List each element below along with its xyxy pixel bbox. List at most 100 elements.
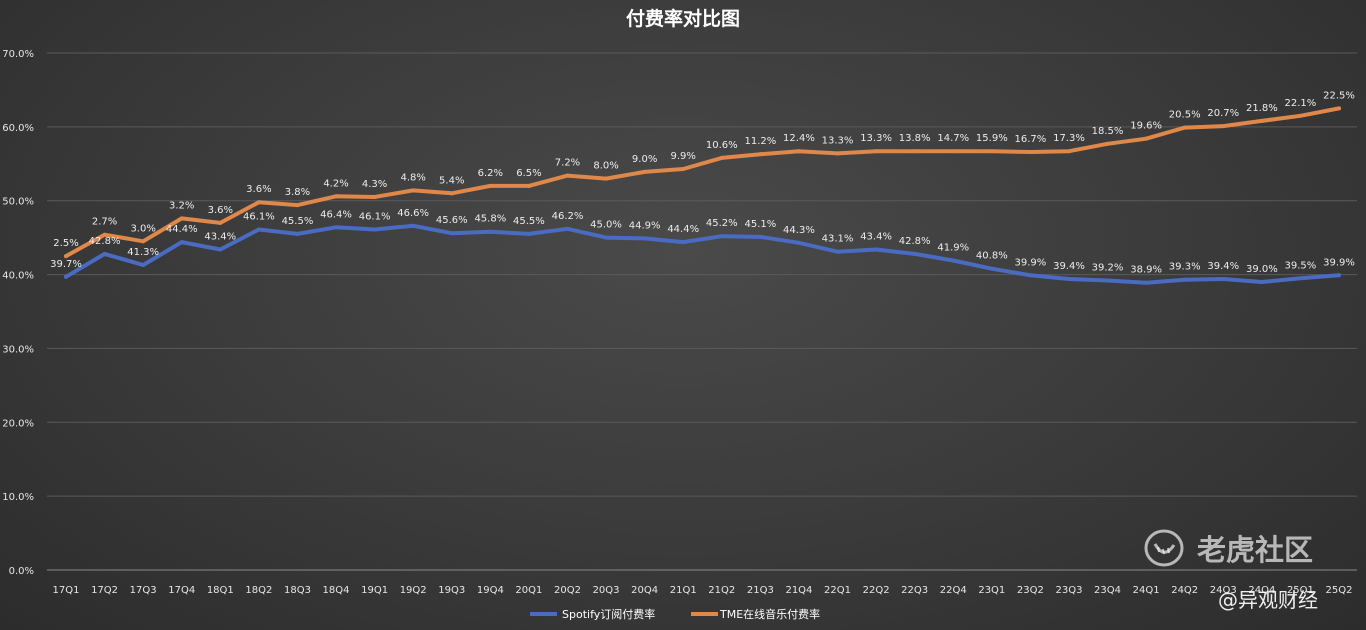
tme-point [372, 195, 377, 200]
spotify-point [604, 235, 609, 240]
tme-data-label: 12.4% [783, 133, 815, 144]
spotify-data-label: 39.5% [1285, 260, 1317, 271]
tme-point [604, 176, 609, 181]
x-tick-label: 23Q1 [978, 585, 1005, 596]
x-tick-label: 22Q2 [863, 585, 890, 596]
tme-data-label: 13.3% [822, 135, 854, 146]
spotify-data-label: 39.3% [1169, 262, 1201, 273]
tme-data-label: 9.9% [671, 151, 696, 162]
x-tick-label: 21Q2 [708, 585, 735, 596]
x-tick-label: 18Q4 [323, 585, 350, 596]
x-tick-label: 23Q3 [1055, 585, 1082, 596]
y-tick-label: 20.0% [2, 418, 34, 429]
spotify-data-label: 46.2% [552, 211, 584, 222]
tme-point [565, 173, 570, 178]
tme-data-label: 10.6% [706, 140, 738, 151]
x-tick-label: 24Q1 [1133, 585, 1160, 596]
tme-point [526, 183, 531, 188]
spotify-point [1259, 279, 1264, 284]
spotify-data-label: 43.4% [860, 231, 892, 242]
y-axis: 0.0% 10.0% 20.0% 30.0% 40.0% 50.0% 60.0% 70.0% [2, 49, 34, 577]
tme-point [218, 220, 223, 225]
spotify-point [1105, 278, 1110, 283]
x-tick-label: 18Q1 [207, 585, 234, 596]
tme-point [642, 169, 647, 174]
spotify-point [295, 231, 300, 236]
tme-series-line [64, 106, 1341, 259]
tme-data-label: 20.7% [1207, 108, 1239, 119]
tme-data-label: 20.5% [1169, 110, 1201, 121]
tme-data-label: 4.2% [323, 178, 348, 189]
spotify-data-label: 38.9% [1130, 265, 1162, 276]
spotify-data-label: 41.3% [127, 247, 159, 258]
spotify-point [989, 266, 994, 271]
tme-point [488, 183, 493, 188]
tme-point [874, 149, 879, 154]
tme-point [1259, 118, 1264, 123]
x-tick-label: 22Q3 [901, 585, 928, 596]
tme-data-label: 3.8% [285, 187, 310, 198]
x-tick-label: 21Q3 [747, 585, 774, 596]
tme-data-label: 19.6% [1130, 121, 1162, 132]
x-tick-label: 21Q4 [785, 585, 812, 596]
spotify-data-label: 44.4% [166, 224, 198, 235]
spotify-point [912, 251, 917, 256]
spotify-point [758, 234, 763, 239]
tme-point [1337, 106, 1341, 111]
tme-data-label: 11.2% [744, 136, 776, 147]
y-tick-label: 40.0% [2, 271, 34, 282]
spotify-point [565, 226, 570, 231]
spotify-point [102, 251, 107, 256]
tme-point [1028, 149, 1033, 154]
spotify-point [1028, 273, 1033, 278]
tme-data-label: 8.0% [593, 161, 618, 172]
tme-data-label: 13.3% [860, 133, 892, 144]
x-tick-label: 17Q4 [168, 585, 195, 596]
tme-data-label: 18.5% [1092, 126, 1124, 137]
tme-data-label: 3.6% [208, 205, 233, 216]
spotify-point [874, 247, 879, 252]
x-tick-label: 17Q2 [91, 585, 118, 596]
tme-point [1221, 124, 1226, 129]
spotify-data-label: 43.1% [822, 234, 854, 245]
x-tick-label: 22Q1 [824, 585, 851, 596]
spotify-point [1066, 277, 1071, 282]
x-tick-label: 24Q2 [1171, 585, 1198, 596]
spotify-data-label: 43.4% [204, 231, 236, 242]
spotify-point [951, 258, 956, 263]
x-tick-label: 19Q2 [400, 585, 427, 596]
x-tick-label: 20Q2 [554, 585, 581, 596]
spotify-data-label: 45.5% [513, 216, 545, 227]
spotify-data-label: 46.6% [397, 208, 429, 219]
spotify-data-label: 46.1% [243, 212, 275, 223]
y-tick-label: 0.0% [9, 566, 34, 577]
y-tick-label: 10.0% [2, 492, 34, 503]
tme-point [1105, 141, 1110, 146]
x-tick-label: 25Q1 [1287, 585, 1314, 596]
series-lines [64, 106, 1341, 285]
tme-data-label: 21.8% [1246, 103, 1278, 114]
x-tick-label: 21Q1 [670, 585, 697, 596]
spotify-data-label: 44.3% [783, 225, 815, 236]
tme-data-label: 14.7% [937, 133, 969, 144]
spotify-point [719, 234, 724, 239]
tme-data-label: 6.5% [516, 168, 541, 179]
spotify-point [1298, 276, 1303, 281]
watermark-tiger: 老虎社区 [1144, 529, 1313, 567]
spotify-point [1221, 277, 1226, 282]
tme-point [912, 149, 917, 154]
tiger-logo-icon [1144, 529, 1184, 567]
spotify-point [642, 236, 647, 241]
tme-data-label: 16.7% [1015, 134, 1047, 145]
spotify-data-label: 46.1% [359, 212, 391, 223]
watermark-source: @异观财经 [1218, 588, 1318, 612]
spotify-data-label: 40.8% [976, 251, 1008, 262]
spotify-data-label: 45.8% [474, 214, 506, 225]
tme-data-label: 2.5% [53, 238, 78, 249]
x-tick-label: 22Q4 [940, 585, 967, 596]
spotify-point [179, 240, 184, 245]
spotify-series-line [64, 223, 1341, 285]
x-tick-label: 24Q3 [1210, 585, 1237, 596]
tme-data-label: 22.1% [1285, 98, 1317, 109]
spotify-point [218, 247, 223, 252]
